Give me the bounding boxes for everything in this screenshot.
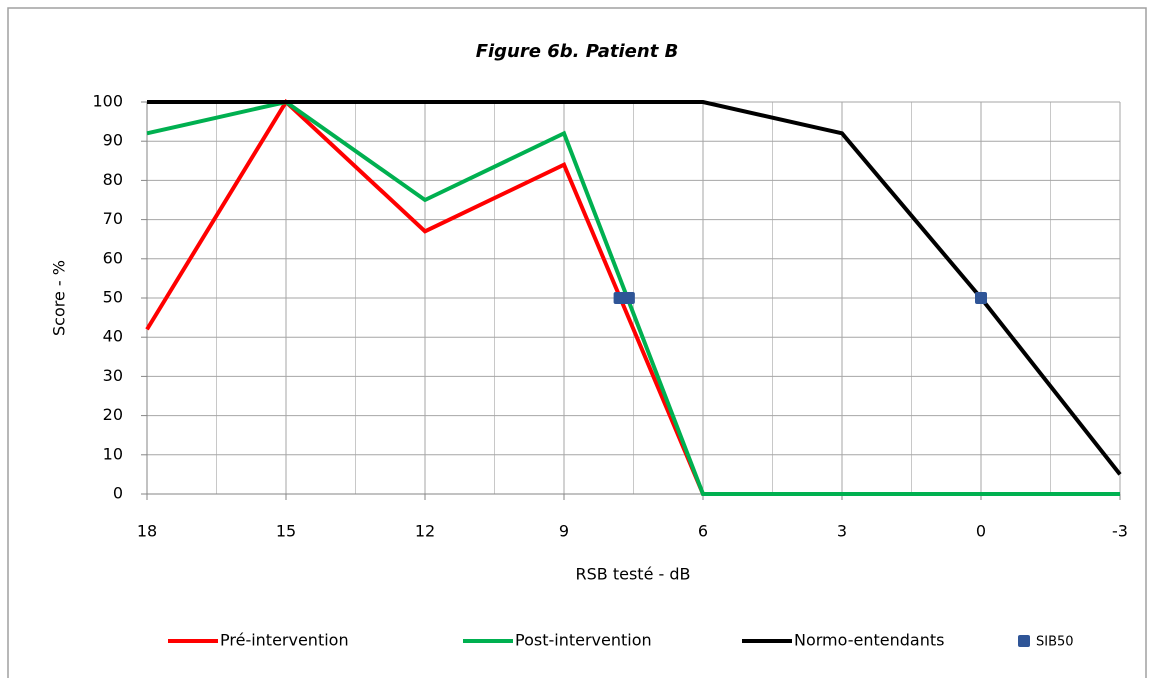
x-tick-label: -3 <box>1112 522 1128 541</box>
chart-border <box>7 7 1147 678</box>
y-tick-label: 100 <box>92 92 123 111</box>
y-tick-label: 80 <box>103 170 123 189</box>
x-tick-label: 3 <box>837 522 847 541</box>
x-tick-label: 12 <box>415 522 435 541</box>
y-axis-label: Score - % <box>50 260 69 336</box>
legend-label: Post-intervention <box>515 631 652 650</box>
x-tick-label: 15 <box>276 522 296 541</box>
y-tick-label: 90 <box>103 131 123 150</box>
legend-swatch <box>1018 635 1030 647</box>
line <box>146 99 1120 496</box>
x-tick-label: 9 <box>559 522 569 541</box>
x-tick-label: 18 <box>137 522 157 541</box>
point <box>613 292 626 304</box>
y-tick-label: 0 <box>113 484 123 503</box>
x-tick-label: 0 <box>976 522 986 541</box>
y-tick-label: 10 <box>103 444 123 463</box>
x-axis-label: RSB testé - dB <box>576 565 691 584</box>
legend-label: Pré-intervention <box>220 631 349 650</box>
y-tick-label: 20 <box>103 405 123 424</box>
y-tick-label: 50 <box>103 288 123 307</box>
legend-label: SIB50 <box>1036 635 1074 650</box>
y-tick-label: 70 <box>103 209 123 228</box>
y-tick-label: 60 <box>103 248 123 267</box>
y-tick-label: 30 <box>103 366 123 385</box>
line <box>147 100 1122 476</box>
x-tick-label: 6 <box>698 522 708 541</box>
chart-title: Figure 6b. Patient B <box>476 41 679 62</box>
point <box>975 292 987 304</box>
point <box>622 292 635 304</box>
legend-label: Normo-entendants <box>794 631 944 650</box>
y-tick-label: 40 <box>103 327 123 346</box>
